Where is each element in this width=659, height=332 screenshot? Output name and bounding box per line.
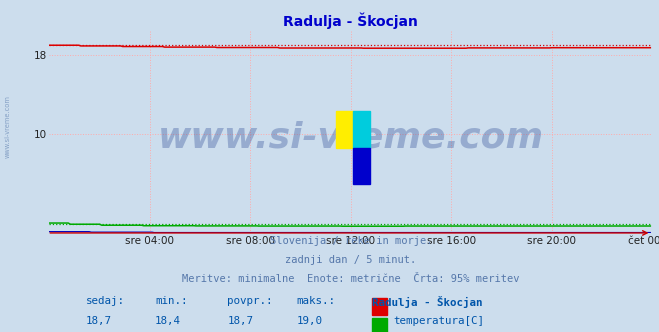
Bar bbox=[372, 318, 387, 332]
Text: Meritve: minimalne  Enote: metrične  Črta: 95% meritev: Meritve: minimalne Enote: metrične Črta:… bbox=[182, 274, 520, 284]
Text: 18,7: 18,7 bbox=[227, 316, 253, 326]
Text: www.si-vreme.com: www.si-vreme.com bbox=[5, 95, 11, 158]
Text: povpr.:: povpr.: bbox=[227, 296, 273, 306]
Text: 19,0: 19,0 bbox=[297, 316, 323, 326]
Bar bbox=[336, 111, 353, 148]
Text: Radulja - Škocjan: Radulja - Škocjan bbox=[372, 296, 482, 308]
Text: temperatura[C]: temperatura[C] bbox=[393, 316, 484, 326]
Bar bbox=[372, 298, 387, 315]
Text: Slovenija / reke in morje.: Slovenija / reke in morje. bbox=[270, 236, 432, 246]
Title: Radulja - Škocjan: Radulja - Škocjan bbox=[283, 12, 418, 29]
Text: 18,4: 18,4 bbox=[155, 316, 181, 326]
Bar bbox=[353, 148, 370, 184]
Bar bbox=[353, 111, 370, 148]
Text: maks.:: maks.: bbox=[297, 296, 335, 306]
Text: min.:: min.: bbox=[155, 296, 187, 306]
Text: zadnji dan / 5 minut.: zadnji dan / 5 minut. bbox=[285, 255, 416, 265]
Text: sedaj:: sedaj: bbox=[86, 296, 125, 306]
Text: 18,7: 18,7 bbox=[86, 316, 111, 326]
Text: www.si-vreme.com: www.si-vreme.com bbox=[158, 121, 544, 154]
